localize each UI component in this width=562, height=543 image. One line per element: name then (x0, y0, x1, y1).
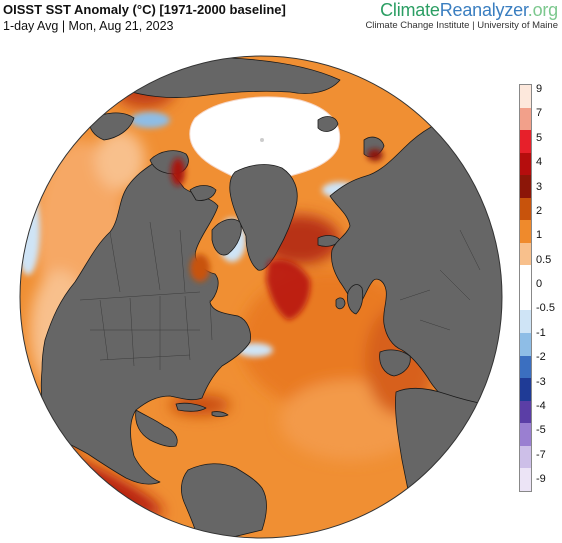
legend-label: -3 (536, 375, 546, 388)
legend-swatch (520, 333, 531, 356)
legend-label: 9 (536, 83, 543, 95)
legend-swatch (520, 85, 531, 108)
land-iberia (379, 349, 411, 377)
boundary-us-states-2 (90, 329, 200, 361)
hot-anomaly-white-sea (367, 149, 383, 161)
legend-swatch (520, 400, 531, 424)
land-south-america (180, 463, 267, 538)
legend-label: 0.5 (536, 253, 552, 266)
legend-label: 5 (536, 131, 543, 144)
land-hispaniola (211, 411, 229, 417)
legend-swatch (520, 423, 531, 446)
legend-swatch (520, 175, 531, 198)
land-canadian-islands-2 (189, 185, 217, 201)
legend-label: -2 (536, 351, 546, 364)
map-title: OISST SST Anomaly (°C) [1971-2000 baseli… (3, 2, 286, 17)
legend-swatch (520, 287, 531, 311)
legend-label: 2 (536, 204, 543, 217)
legend-label: 3 (536, 180, 543, 193)
hot-anomaly-hudson-bay (190, 254, 210, 282)
brand-logo-part3: .org (527, 0, 558, 20)
land-ireland (335, 297, 346, 310)
legend-label: -7 (536, 448, 546, 461)
brand-tagline: Climate Change Institute | University of… (365, 20, 558, 31)
arctic-sea-ice (189, 96, 341, 184)
cool-anomaly-labrador (130, 112, 170, 128)
land-svalbard (317, 116, 339, 132)
legend-swatch (520, 378, 531, 401)
legend-swatch (520, 355, 531, 379)
legend-swatch (520, 310, 531, 334)
legend-label: -9 (536, 473, 546, 485)
legend-swatch (520, 197, 531, 221)
north-pole-marker (260, 138, 264, 142)
land-cuba (175, 402, 207, 412)
brand-block: ClimateReanalyzer.org Climate Change Ins… (365, 0, 558, 32)
land-north-america (40, 159, 251, 485)
legend-swatch (520, 107, 531, 131)
brand-logo-part1: Climate (380, 0, 440, 20)
legend-label: 4 (536, 156, 543, 169)
hot-anomaly-north-atlantic (266, 259, 311, 320)
legend-label: -0.5 (536, 302, 555, 315)
legend-swatch (520, 445, 531, 469)
political-boundaries (79, 221, 481, 370)
legend-label: -4 (536, 399, 546, 412)
boundary-europe (399, 229, 481, 331)
land-central-america (135, 409, 178, 447)
legend-label: 0 (536, 278, 543, 290)
legend-colorbar (519, 84, 532, 492)
brand-logo-part2: Reanalyzer (439, 0, 528, 20)
legend-swatch (520, 130, 531, 153)
legend-swatch (520, 265, 531, 288)
cool-anomaly-pacific (20, 185, 40, 275)
brand-logo[interactable]: ClimateReanalyzer.org (365, 0, 558, 20)
land-baffin-island (211, 218, 242, 256)
legend-swatch (520, 242, 531, 266)
legend-label: -1 (536, 326, 546, 339)
legend-swatch (520, 468, 531, 491)
boundary-canada-provinces (109, 221, 186, 293)
hot-anomaly-chukchi (171, 158, 185, 186)
globe-outline (19, 55, 503, 539)
legend-swatch (520, 152, 531, 176)
land-alaska (89, 112, 135, 141)
legend-label: 7 (536, 107, 543, 120)
legend-swatch (520, 220, 531, 243)
map-subtitle: 1-day Avg | Mon, Aug 21, 2023 (3, 19, 174, 33)
title-block: OISST SST Anomaly (°C) [1971-2000 baseli… (3, 2, 286, 34)
land-great-britain (347, 284, 364, 315)
legend-label: 1 (536, 229, 543, 242)
boundary-us-canada (79, 291, 201, 301)
legend-label: -5 (536, 424, 546, 437)
